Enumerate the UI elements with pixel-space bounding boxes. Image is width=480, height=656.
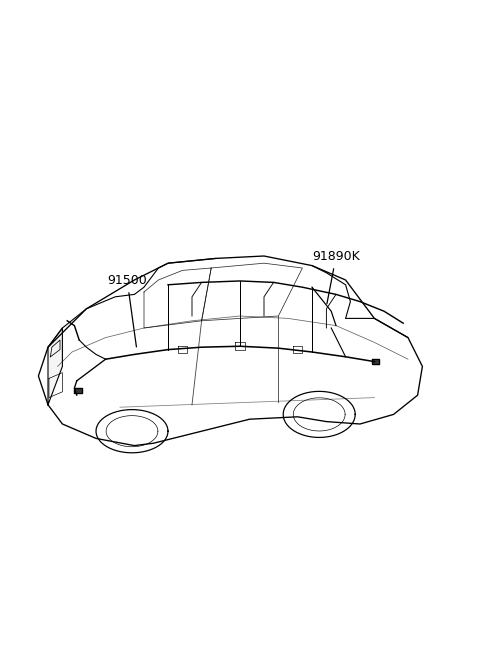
Polygon shape: [74, 388, 82, 393]
Text: 91890K: 91890K: [312, 250, 360, 304]
Polygon shape: [372, 359, 379, 364]
Polygon shape: [48, 328, 62, 405]
Text: 91500: 91500: [108, 274, 147, 347]
